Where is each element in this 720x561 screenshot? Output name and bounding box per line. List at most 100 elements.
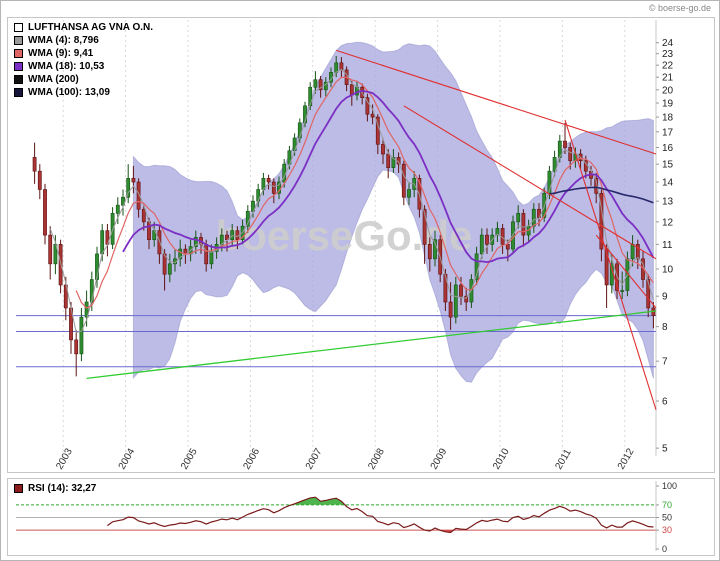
candle: [531, 208, 536, 227]
trendline: [86, 310, 657, 379]
candle: [407, 189, 411, 198]
rsi-panel: 100 70 50 30 0 RSI (14): 32,27: [7, 478, 715, 556]
rsi-legend: RSI (14): 32,27: [14, 482, 96, 495]
legend-label: WMA (100): 13,09: [28, 87, 110, 98]
candle: [313, 79, 318, 88]
svg-text:6: 6: [662, 397, 668, 408]
svg-text:9: 9: [662, 292, 668, 303]
price-chart: 2003 2004 2005 2006 2007 2008 2009 2010 2011 2012…: [16, 20, 674, 472]
x-axis-labels: 2003 2004 2005 2006 2007 2008 2009 2010 2011 2012: [54, 446, 636, 471]
rsi-axis-labels: 100 70 50 30 0: [656, 481, 677, 554]
rsi-overbought-fill: [291, 497, 345, 505]
rsi-legend-label: RSI (14): 32,27: [28, 483, 97, 494]
candle: [568, 147, 573, 162]
trendline: [564, 119, 657, 410]
svg-text:2005: 2005: [179, 446, 200, 471]
svg-text:70: 70: [662, 500, 672, 510]
chart-legend: LUFTHANSA AG VNA O.N. WMA (4): 8,796 WMA (…: [14, 21, 153, 99]
legend-item-instrument: LUFTHANSA AG VNA O.N.: [14, 21, 153, 34]
legend-swatch: [14, 75, 23, 84]
candle: [74, 339, 79, 355]
svg-text:24: 24: [662, 38, 674, 49]
candle: [433, 239, 437, 260]
svg-text:30: 30: [662, 525, 672, 535]
wma-4-line: [49, 68, 654, 334]
legend-item: WMA (100): 13,09: [14, 86, 153, 99]
legend-swatch: [14, 23, 23, 32]
legend-item: WMA (4): 8,796: [14, 34, 153, 47]
candle: [365, 97, 370, 115]
candle: [381, 143, 385, 155]
candle: [136, 181, 141, 210]
wma-9-line: [75, 76, 654, 309]
candle: [427, 244, 432, 260]
candle: [422, 208, 427, 245]
candle: [271, 181, 276, 194]
svg-text:2004: 2004: [117, 446, 138, 471]
candle: [552, 157, 557, 172]
candle: [495, 228, 500, 236]
candle: [630, 244, 635, 260]
svg-text:11: 11: [662, 240, 673, 251]
candle: [193, 237, 198, 247]
rsi-line: [107, 496, 654, 534]
trendline: [595, 234, 657, 309]
candle: [53, 244, 58, 265]
svg-text:8: 8: [662, 322, 668, 333]
legend-swatch: [14, 62, 23, 71]
candle: [204, 244, 209, 265]
candle: [141, 208, 146, 223]
svg-text:13: 13: [662, 197, 674, 208]
candle: [115, 204, 120, 214]
candle: [152, 230, 157, 240]
svg-text:2009: 2009: [429, 446, 450, 471]
candle: [604, 248, 609, 286]
candle: [84, 301, 89, 318]
candle: [635, 244, 640, 260]
svg-text:15: 15: [662, 160, 674, 171]
legend-item: WMA (200): [14, 73, 153, 86]
candle: [474, 253, 479, 280]
candle: [485, 234, 489, 245]
svg-text:100: 100: [662, 481, 677, 491]
legend-label: WMA (4): 8,796: [28, 35, 99, 46]
legend-swatch: [14, 88, 23, 97]
rsi-legend-swatch: [14, 484, 23, 493]
candle: [505, 244, 510, 250]
candle: [386, 153, 391, 168]
svg-text:23: 23: [662, 49, 674, 60]
candle: [225, 234, 229, 240]
candle: [459, 284, 463, 297]
svg-text:2012: 2012: [616, 446, 637, 471]
wma-100-line: [549, 186, 654, 204]
rsi-oversold-fill: [107, 530, 654, 533]
candle: [521, 213, 526, 236]
rsi-chart: 100 70 50 30 0: [16, 481, 677, 554]
candle: [318, 79, 323, 91]
svg-text:17: 17: [662, 127, 674, 138]
legend-label: WMA (9): 9,41: [28, 48, 94, 59]
candle: [121, 196, 125, 206]
trendline: [403, 105, 657, 260]
legend-label: WMA (18): 10,53: [28, 61, 105, 72]
svg-text:5: 5: [662, 444, 668, 455]
candle: [95, 253, 99, 280]
candle: [479, 234, 484, 255]
price-chart-panel: 2003 2004 2005 2006 2007 2008 2009 2010 2011 2012…: [7, 17, 715, 473]
candle: [334, 62, 339, 73]
legend-swatch: [14, 49, 23, 58]
candle: [391, 157, 396, 168]
candles: [32, 55, 656, 377]
candle: [157, 230, 162, 255]
candle: [100, 230, 105, 255]
candle: [48, 234, 53, 265]
candle: [266, 178, 271, 183]
candle: [167, 263, 172, 275]
candle: [126, 178, 131, 198]
svg-text:0: 0: [662, 544, 667, 554]
svg-text:16: 16: [662, 143, 674, 154]
candle: [43, 189, 47, 236]
candle: [147, 221, 151, 240]
svg-text:2003: 2003: [54, 446, 75, 471]
